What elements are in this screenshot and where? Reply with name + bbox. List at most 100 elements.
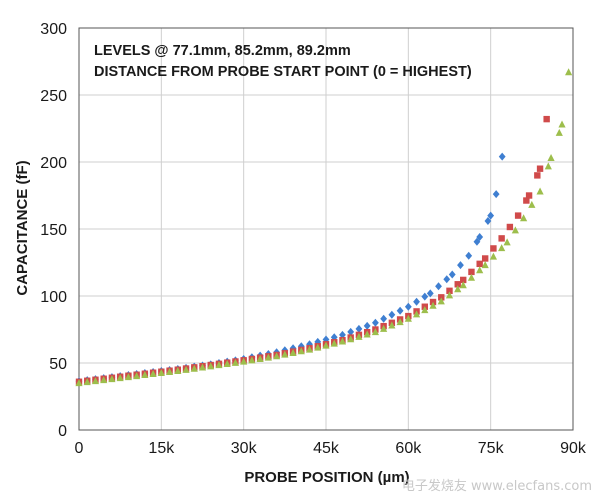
data-point-triangle	[273, 352, 281, 360]
data-point-diamond	[421, 292, 429, 301]
data-point-triangle	[83, 378, 91, 386]
y-tick-label: 0	[58, 423, 67, 440]
data-point-triangle	[264, 353, 272, 361]
data-point-triangle	[256, 354, 264, 362]
y-tick-label: 200	[40, 155, 67, 172]
data-point-triangle	[528, 200, 536, 208]
data-point-diamond	[396, 306, 404, 315]
y-tick-label: 300	[40, 21, 67, 38]
data-point-triangle	[75, 379, 83, 387]
data-point-triangle	[165, 368, 174, 376]
data-point-triangle	[322, 341, 330, 349]
data-point-diamond	[465, 251, 473, 260]
data-point-triangle	[547, 153, 555, 161]
data-point-square	[534, 172, 541, 179]
plot-border	[78, 27, 574, 431]
data-point-triangle	[116, 374, 124, 382]
data-point-triangle	[157, 369, 165, 377]
data-point-diamond	[330, 333, 338, 342]
data-point-diamond	[426, 289, 434, 298]
data-point-square	[468, 268, 475, 276]
data-point-diamond	[443, 275, 451, 284]
data-point-square	[476, 260, 483, 268]
data-point-triangle	[380, 324, 388, 332]
data-point-triangle	[198, 363, 207, 371]
series-triangle	[75, 68, 573, 387]
data-point-triangle	[454, 285, 462, 293]
data-point-diamond	[388, 310, 396, 319]
data-point-square	[481, 255, 489, 262]
data-point-triangle	[476, 266, 484, 274]
data-point-triangle	[558, 120, 566, 128]
data-point-square	[438, 294, 445, 301]
data-point-diamond	[413, 297, 420, 306]
data-point-triangle	[223, 360, 231, 368]
annotation-levels: LEVELS @ 77.1mm, 85.2mm, 89.2mm	[94, 43, 351, 59]
data-point-triangle	[182, 365, 190, 373]
data-point-triangle	[445, 291, 454, 299]
data-point-diamond	[498, 152, 506, 161]
data-point-triangle	[338, 337, 347, 345]
data-point-triangle	[91, 377, 100, 385]
data-point-diamond	[457, 261, 464, 270]
data-point-triangle	[503, 238, 511, 246]
data-point-triangle	[330, 339, 338, 347]
data-point-triangle	[363, 330, 371, 338]
x-axis-title: PROBE POSITION (µm)	[244, 469, 409, 486]
data-point-diamond	[306, 340, 313, 349]
data-point-square	[446, 287, 453, 295]
x-tick-label: 45k	[313, 440, 340, 457]
annotation-distance: DISTANCE FROM PROBE START POINT (0 = HIG…	[94, 64, 472, 80]
y-tick-label: 250	[40, 88, 67, 105]
data-point-square	[506, 223, 514, 231]
data-point-triangle	[133, 372, 141, 380]
data-point-triangle	[489, 252, 498, 260]
grid-lines	[79, 28, 573, 430]
data-point-triangle	[231, 358, 240, 366]
data-point-diamond	[363, 321, 371, 330]
data-point-triangle	[174, 367, 182, 375]
x-tick-label: 15k	[148, 440, 175, 457]
data-point-triangle	[421, 306, 429, 314]
data-point-triangle	[565, 68, 573, 76]
data-point-triangle	[297, 347, 305, 355]
data-point-triangle	[396, 318, 404, 326]
data-point-diamond	[487, 211, 495, 220]
x-tick-label: 75k	[478, 440, 505, 457]
data-point-triangle	[289, 348, 297, 356]
data-point-triangle	[355, 332, 363, 340]
data-point-square	[536, 165, 544, 172]
data-point-triangle	[141, 371, 149, 379]
data-point-triangle	[520, 214, 528, 222]
data-point-square	[490, 245, 497, 252]
data-point-triangle	[108, 375, 116, 383]
data-point-diamond	[372, 318, 379, 327]
data-point-triangle	[544, 162, 552, 170]
data-point-triangle	[281, 350, 289, 358]
data-point-triangle	[437, 297, 445, 305]
data-point-square	[525, 192, 533, 199]
data-point-triangle	[404, 314, 412, 322]
data-point-triangle	[388, 321, 396, 329]
watermark-text: 电子发烧友 www.elecfans.com	[402, 478, 592, 494]
x-tick-label: 30k	[231, 440, 258, 457]
data-point-triangle	[536, 187, 544, 195]
data-point-triangle	[347, 335, 355, 343]
data-point-triangle	[190, 364, 198, 372]
data-point-square	[543, 115, 550, 123]
data-point-triangle	[371, 328, 379, 336]
data-point-triangle	[207, 362, 215, 370]
data-point-triangle	[124, 373, 132, 381]
data-point-triangle	[467, 273, 476, 281]
data-point-triangle	[100, 376, 108, 384]
x-tick-label: 0	[75, 440, 84, 457]
data-point-triangle	[498, 244, 506, 252]
data-point-square	[498, 235, 505, 242]
data-point-diamond	[380, 314, 388, 323]
data-point-diamond	[435, 282, 442, 291]
y-axis-title: CAPACITANCE (fF)	[14, 160, 31, 295]
data-point-square	[454, 281, 461, 288]
data-point-diamond	[314, 337, 322, 346]
tick-labels: 0 15k 30k 45k 60k 75k 90k 0 50 100 150 200 250 300	[40, 21, 587, 457]
